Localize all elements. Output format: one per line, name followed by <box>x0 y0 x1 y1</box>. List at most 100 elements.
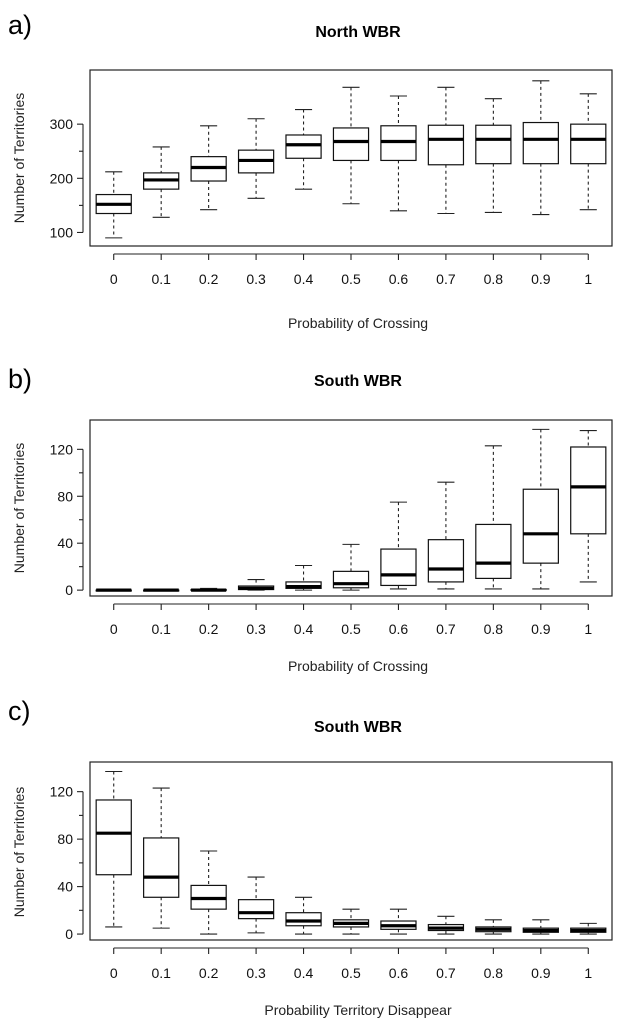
x-tick-label: 0.9 <box>531 965 551 981</box>
x-tick-label: 0.3 <box>246 271 266 287</box>
y-axis-label: Number of Territories <box>11 93 27 223</box>
box-0.3 <box>237 579 275 591</box>
iqr-box <box>285 912 322 927</box>
iqr-box <box>380 548 417 587</box>
x-tick-label: 0 <box>110 965 118 981</box>
box-0.1 <box>143 787 180 929</box>
box-0.9 <box>522 428 559 590</box>
chart-title: South WBR <box>314 719 402 736</box>
x-tick-label: 1 <box>584 271 592 287</box>
iqr-box <box>332 570 370 589</box>
y-tick-label: 40 <box>57 535 73 551</box>
box-0.5 <box>332 543 370 591</box>
box-0.2 <box>190 125 227 211</box>
y-tick-label: 80 <box>57 488 73 504</box>
x-tick-label: 0.9 <box>531 271 551 287</box>
chart-panel-3: c) South WBR Probability Territory Disappe… <box>8 696 613 1018</box>
box-0.5 <box>332 86 370 205</box>
y-tick-label: 0 <box>65 926 73 942</box>
panel-label: c) <box>8 696 31 726</box>
iqr-box <box>570 446 607 535</box>
box-0.7 <box>427 86 465 215</box>
y-tick-label: 0 <box>65 582 73 598</box>
box-0.2 <box>190 850 227 935</box>
box-0.4 <box>285 564 322 591</box>
box-0.7 <box>427 915 465 935</box>
iqr-box <box>570 123 607 165</box>
box-0 <box>95 171 132 239</box>
x-tick-label: 0.9 <box>531 621 551 637</box>
plot-frame <box>89 69 613 247</box>
x-tick-label: 0.1 <box>151 965 171 981</box>
x-tick-label: 0.6 <box>389 271 409 287</box>
box-0.6 <box>380 95 417 212</box>
x-tick-label: 0.7 <box>436 271 456 287</box>
box-0.9 <box>522 919 559 935</box>
y-tick-label: 100 <box>50 224 74 240</box>
x-tick-label: 0.8 <box>484 621 504 637</box>
box-0.9 <box>522 80 559 216</box>
box-0.8 <box>475 445 512 590</box>
iqr-box <box>380 125 417 162</box>
x-tick-label: 0.3 <box>246 965 266 981</box>
y-tick-label: 120 <box>50 784 74 800</box>
iqr-box <box>95 799 132 876</box>
x-tick-label: 0 <box>110 271 118 287</box>
box-0.6 <box>380 908 417 935</box>
box-0.7 <box>427 481 465 590</box>
plot-frame <box>89 761 613 941</box>
x-tick-label: 0.6 <box>389 965 409 981</box>
y-axis-label: Number of Territories <box>11 787 27 917</box>
x-tick-label: 0.6 <box>389 621 409 637</box>
box-1 <box>570 922 607 935</box>
x-axis-label: Probability Territory Disappear <box>264 1002 452 1018</box>
x-tick-label: 0.1 <box>151 271 171 287</box>
iqr-box <box>522 121 559 165</box>
box-0.2 <box>190 587 227 592</box>
iqr-box <box>143 837 180 898</box>
x-tick-label: 0.4 <box>294 271 314 287</box>
x-tick-label: 0.2 <box>199 271 219 287</box>
box-0 <box>95 588 132 592</box>
y-tick-label: 40 <box>57 879 73 895</box>
box-0.5 <box>332 908 370 935</box>
box-0.8 <box>475 919 512 935</box>
iqr-box <box>237 899 275 920</box>
chart-title: North WBR <box>315 24 401 41</box>
x-tick-label: 0 <box>110 621 118 637</box>
x-tick-label: 0.8 <box>484 271 504 287</box>
box-0.1 <box>143 588 180 592</box>
box-0.8 <box>475 98 512 213</box>
x-tick-label: 0.7 <box>436 621 456 637</box>
iqr-box <box>475 523 512 580</box>
x-tick-label: 0.1 <box>151 621 171 637</box>
x-tick-label: 0.5 <box>341 271 361 287</box>
box-0.1 <box>143 146 180 218</box>
iqr-box <box>427 124 465 166</box>
y-axis-label: Number of Territories <box>11 443 27 573</box>
x-axis-label: Probability of Crossing <box>288 658 428 674</box>
iqr-box <box>285 134 322 159</box>
box-0.3 <box>237 118 275 199</box>
y-tick-label: 300 <box>50 116 74 132</box>
chart-title: South WBR <box>314 373 402 390</box>
y-tick-label: 200 <box>50 170 74 186</box>
plot-frame <box>89 419 613 597</box>
y-tick-label: 80 <box>57 831 73 847</box>
x-tick-label: 0.7 <box>436 965 456 981</box>
box-0 <box>95 770 132 928</box>
box-0.3 <box>237 876 275 934</box>
x-tick-label: 0.2 <box>199 621 219 637</box>
x-axis-label: Probability of Crossing <box>288 315 428 331</box>
iqr-box <box>427 539 465 583</box>
box-0.4 <box>285 896 322 935</box>
chart-panel-1: a) North WBR Probability of Crossing Number… <box>8 10 613 331</box>
x-tick-label: 0.5 <box>341 965 361 981</box>
box-1 <box>570 430 607 583</box>
x-tick-label: 1 <box>584 965 592 981</box>
box-0.4 <box>285 108 322 190</box>
iqr-box <box>475 124 512 165</box>
iqr-box <box>522 488 559 564</box>
box-1 <box>570 93 607 211</box>
